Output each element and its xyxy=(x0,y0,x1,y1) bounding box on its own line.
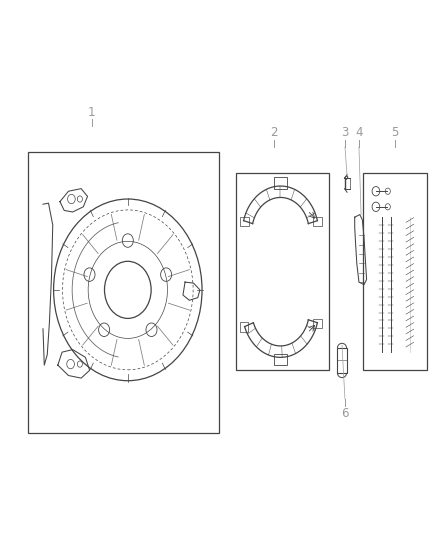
Text: 5: 5 xyxy=(391,126,399,139)
Text: 1: 1 xyxy=(88,106,95,118)
Text: 6: 6 xyxy=(341,407,349,419)
Text: 2: 2 xyxy=(270,126,278,139)
Text: 4: 4 xyxy=(355,126,363,139)
Text: 3: 3 xyxy=(341,126,349,139)
Bar xyxy=(313,319,321,328)
Bar xyxy=(240,216,249,226)
Bar xyxy=(274,354,287,365)
Bar xyxy=(274,177,287,189)
Bar xyxy=(363,173,427,370)
Bar xyxy=(240,322,248,332)
Bar xyxy=(313,216,321,226)
Bar xyxy=(337,348,347,373)
Bar xyxy=(28,152,219,433)
Bar xyxy=(236,173,329,370)
